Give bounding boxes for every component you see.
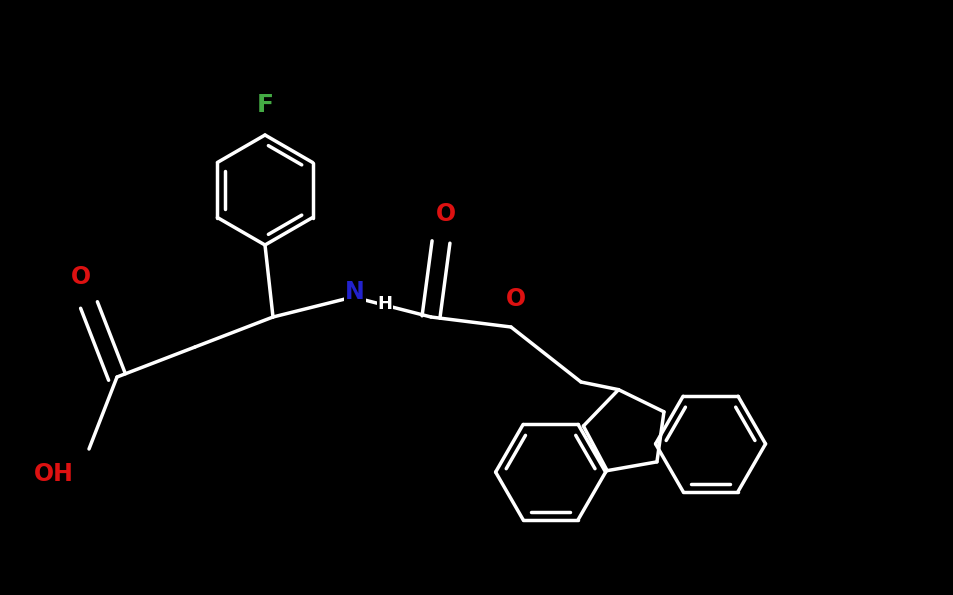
- Text: O: O: [71, 265, 91, 289]
- Text: O: O: [436, 202, 456, 226]
- Text: F: F: [256, 93, 274, 117]
- Text: H: H: [377, 295, 392, 313]
- Text: OH: OH: [34, 462, 74, 486]
- Text: N: N: [345, 280, 364, 304]
- Text: O: O: [505, 287, 525, 311]
